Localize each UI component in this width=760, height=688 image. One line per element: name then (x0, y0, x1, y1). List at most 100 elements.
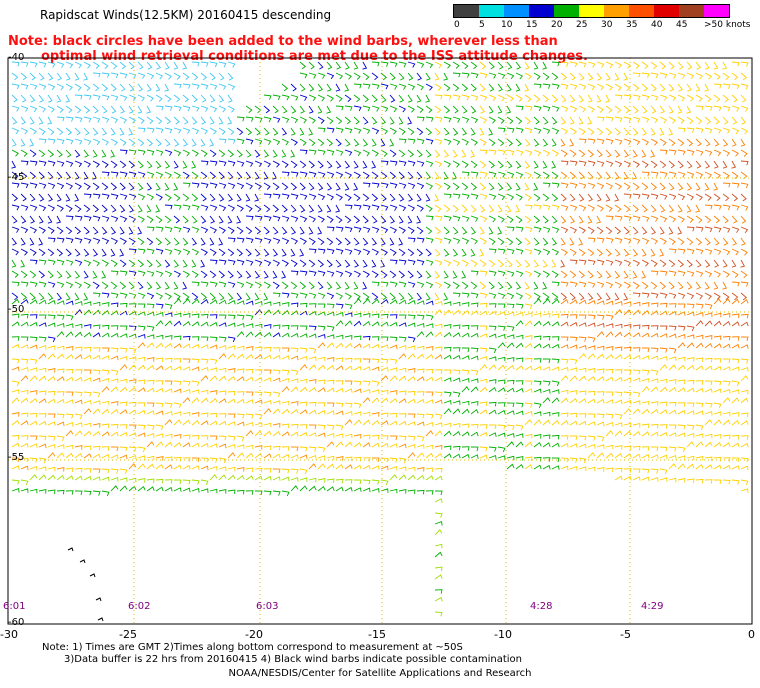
wind-barb (452, 309, 461, 316)
wind-barb (416, 421, 425, 427)
wind-barb (389, 358, 398, 365)
wind-barb (326, 226, 335, 232)
wind-barb (560, 420, 569, 426)
wind-barb (83, 127, 90, 136)
wind-barb (524, 160, 531, 169)
wind-barb (443, 346, 452, 352)
wind-barb (11, 160, 17, 169)
wind-barb (101, 94, 110, 101)
wind-barb (317, 149, 326, 156)
wind-barb (218, 489, 227, 494)
wind-barb (128, 127, 134, 136)
wind-barb (623, 408, 632, 415)
wind-barb (101, 490, 110, 497)
wind-barb (362, 182, 371, 188)
wind-barb (470, 94, 479, 101)
wind-barb (254, 204, 262, 213)
wind-barb (74, 413, 83, 420)
wind-barb (173, 83, 182, 89)
wind-barb (29, 488, 38, 494)
wind-barb (614, 292, 620, 301)
wind-barb (623, 160, 632, 168)
wind-barb (119, 237, 127, 245)
wind-barb (227, 72, 234, 81)
wind-barb (164, 292, 172, 300)
wind-barb (218, 344, 227, 350)
wind-barb (380, 321, 389, 327)
wind-barb (434, 83, 442, 91)
wind-barb (299, 171, 308, 178)
wind-barb (632, 204, 640, 213)
wind-barb (695, 281, 702, 290)
wind-barb (524, 419, 533, 426)
wind-barb (605, 83, 613, 91)
wind-barb (344, 433, 353, 439)
wind-barb (551, 160, 557, 169)
wind-barb (416, 376, 425, 382)
wind-barb (11, 61, 20, 67)
wind-barb (335, 410, 344, 416)
wind-barb (146, 127, 155, 133)
wind-barb (605, 94, 611, 103)
wind-barb (11, 281, 20, 287)
wind-barb (596, 368, 605, 374)
wind-barb (362, 160, 368, 169)
wind-barb (245, 314, 254, 321)
wind-barb (218, 322, 227, 327)
wind-barb (38, 149, 46, 158)
wind-barb (560, 138, 566, 147)
wind-barb (74, 226, 82, 235)
wind-barb (218, 270, 226, 279)
wind-barb (506, 441, 515, 448)
wind-barb (416, 138, 425, 145)
wind-barb (506, 215, 514, 223)
wind-barb (290, 310, 299, 316)
wind-barb (101, 204, 108, 213)
wind-barb (209, 171, 217, 180)
wind-barb (344, 270, 353, 278)
wind-barb (488, 226, 494, 235)
wind-barb (56, 160, 65, 167)
wind-barb (443, 331, 452, 338)
wind-barb (308, 409, 317, 415)
wind-barb (632, 309, 641, 316)
wind-barb (407, 116, 413, 125)
wind-barb (695, 116, 703, 125)
wind-barb (119, 248, 125, 257)
wind-barb (713, 335, 722, 341)
wind-barb (731, 442, 740, 448)
wind-barb (38, 193, 45, 202)
wind-barb (236, 489, 245, 495)
wind-barb (11, 389, 20, 394)
wind-barb (479, 424, 488, 429)
wind-barb (668, 94, 677, 102)
wind-barb (272, 354, 281, 360)
wind-barb (380, 204, 389, 211)
wind-barb (578, 367, 587, 373)
wind-barb (65, 248, 72, 257)
wind-barb (65, 430, 74, 437)
wind-barb (200, 215, 207, 224)
wind-barb (506, 455, 515, 461)
wind-barb (47, 314, 56, 320)
wind-barb (695, 303, 704, 309)
wind-barb (326, 193, 335, 201)
wind-barb (488, 182, 495, 191)
wind-barb (524, 464, 533, 470)
wind-barb (452, 94, 461, 101)
wind-barb (344, 281, 350, 290)
wind-barb (641, 324, 650, 330)
wind-barb (38, 281, 47, 288)
wind-barb (488, 333, 497, 339)
wind-barb (470, 149, 476, 158)
wind-barb (695, 334, 704, 340)
wind-barb (632, 83, 640, 92)
wind-barb (452, 301, 461, 307)
wind-barb (272, 237, 281, 244)
wind-barb (452, 281, 460, 289)
wind-barb (659, 204, 666, 213)
wind-barb (416, 391, 425, 396)
wind-barb (542, 457, 551, 462)
wind-barb (20, 488, 29, 493)
wind-barb (317, 270, 326, 277)
